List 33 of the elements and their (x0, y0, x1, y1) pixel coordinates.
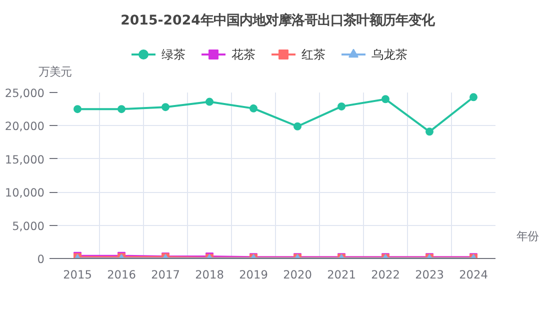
point (470, 93, 478, 102)
y-tick-label: 10,000 (4, 186, 45, 200)
point (250, 104, 258, 112)
point (74, 105, 82, 114)
y-tick-label: 25,000 (4, 86, 45, 100)
x-tick-label: 2021 (327, 268, 356, 282)
point (294, 122, 302, 130)
legend-label: 花茶 (232, 48, 256, 62)
point (206, 98, 214, 106)
legend-label: 红茶 (302, 48, 326, 62)
y-tick-label: 5,000 (12, 218, 45, 233)
point (382, 95, 390, 104)
point (426, 128, 434, 136)
chart-title: 2015-2024年中国内地对摩洛哥出口茶叶额历年变化 (120, 12, 436, 28)
x-tick-label: 2024 (459, 268, 488, 282)
y-axis-title: 万美元 (38, 64, 72, 78)
y-tick-label: 20,000 (4, 119, 45, 134)
legend-label: 乌龙茶 (372, 48, 408, 62)
x-tick-label: 2018 (195, 268, 224, 282)
point (162, 103, 170, 112)
y-tick-label: 0 (37, 252, 45, 266)
y-tick-label: 15,000 (4, 152, 45, 166)
x-tick-label: 2023 (415, 268, 444, 282)
x-tick-label: 2022 (371, 268, 400, 282)
x-tick-label: 2020 (283, 268, 312, 282)
x-tick-label: 2019 (239, 268, 268, 282)
legend-label: 绿茶 (162, 48, 186, 62)
point (118, 105, 126, 114)
x-tick-label: 2017 (151, 268, 180, 282)
x-tick-label: 2016 (107, 268, 136, 282)
point (338, 102, 346, 110)
x-tick-label: 2015 (63, 268, 92, 282)
x-axis-title: 年份 (516, 229, 538, 244)
